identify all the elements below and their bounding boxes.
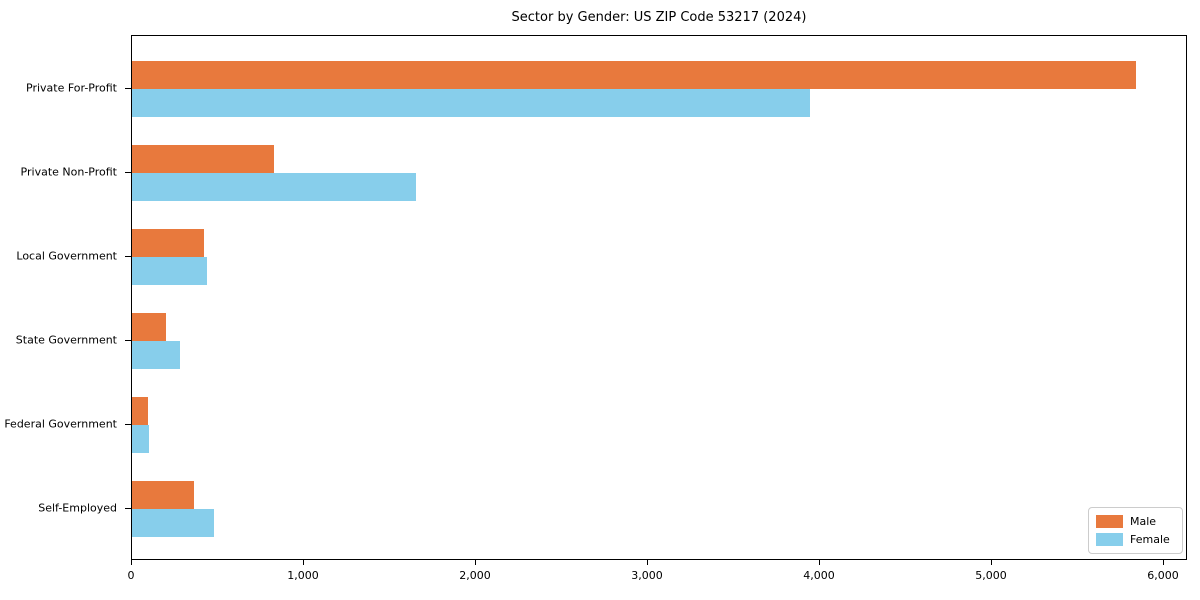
legend-swatch-female	[1096, 533, 1123, 546]
x-tick-label: 6,000	[1147, 569, 1179, 582]
x-tick-mark	[303, 560, 304, 565]
x-tick-mark	[131, 560, 132, 565]
y-tick-label: Private For-Profit	[26, 81, 117, 95]
legend-label-male: Male	[1130, 515, 1157, 528]
bar-male-self-employed	[132, 481, 194, 509]
x-tick-label: 2,000	[459, 569, 491, 582]
legend-label-female: Female	[1130, 533, 1170, 546]
x-tick-mark	[475, 560, 476, 565]
bar-female-state-government	[132, 341, 180, 369]
plot-area	[131, 35, 1187, 560]
bar-female-private-non-profit	[132, 173, 416, 201]
bar-female-federal-government	[132, 425, 149, 453]
x-tick-mark	[1163, 560, 1164, 565]
y-tick-label: Federal Government	[4, 417, 117, 431]
bar-female-local-government	[132, 257, 207, 285]
y-tick-label: Self-Employed	[38, 501, 117, 515]
x-tick-mark	[647, 560, 648, 565]
y-tick-label: State Government	[15, 333, 117, 347]
bar-male-private-non-profit	[132, 145, 274, 173]
y-tick-mark	[125, 508, 131, 509]
x-tick-label: 4,000	[803, 569, 835, 582]
y-tick-label: Local Government	[16, 249, 117, 263]
x-tick-mark	[819, 560, 820, 565]
y-tick-mark	[125, 256, 131, 257]
x-tick-mark	[991, 560, 992, 565]
x-tick-label: 1,000	[287, 569, 319, 582]
x-tick-label: 5,000	[975, 569, 1007, 582]
legend-item-female: Female	[1096, 533, 1174, 546]
x-tick-label: 3,000	[631, 569, 663, 582]
y-tick-mark	[125, 424, 131, 425]
legend: Male Female	[1088, 507, 1183, 554]
x-tick-label: 0	[127, 569, 135, 582]
bar-male-federal-government	[132, 397, 148, 425]
legend-swatch-male	[1096, 515, 1123, 528]
bar-female-private-for-profit	[132, 89, 810, 117]
chart-title: Sector by Gender: US ZIP Code 53217 (202…	[511, 10, 807, 25]
bar-male-state-government	[132, 313, 166, 341]
bar-female-self-employed	[132, 509, 214, 537]
y-tick-mark	[125, 88, 131, 89]
legend-item-male: Male	[1096, 515, 1174, 528]
bar-male-private-for-profit	[132, 61, 1136, 89]
y-tick-label: Private Non-Profit	[20, 165, 117, 179]
y-tick-mark	[125, 340, 131, 341]
bar-male-local-government	[132, 229, 204, 257]
y-tick-mark	[125, 172, 131, 173]
